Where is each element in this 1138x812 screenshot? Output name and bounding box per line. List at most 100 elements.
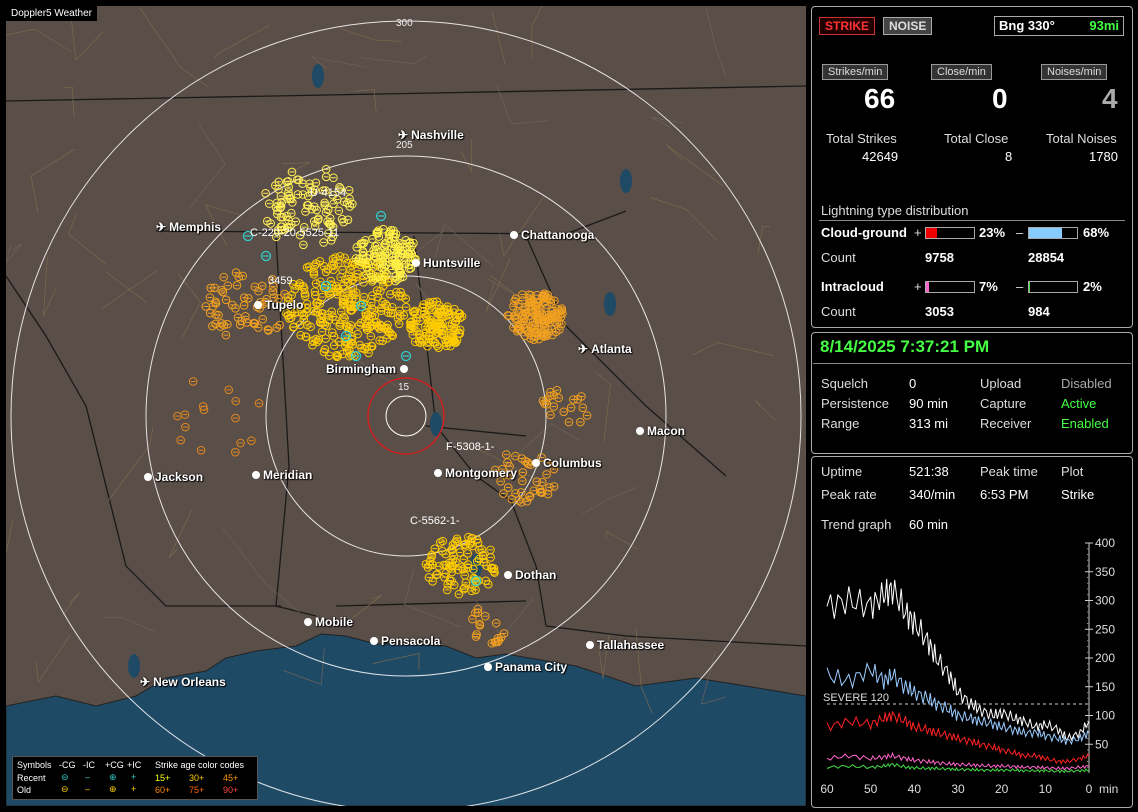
- strike-marker: [393, 274, 402, 284]
- strike-marker: [549, 390, 559, 400]
- strike-marker: [181, 422, 190, 432]
- strike-marker: [310, 185, 319, 194]
- datetime-display: 8/14/2025 7:37:21 PM: [820, 337, 990, 356]
- strike-marker: [205, 293, 215, 302]
- strike-marker: [425, 299, 435, 308]
- road-line: [485, 257, 511, 313]
- upload-value: Disabled: [1061, 376, 1112, 391]
- city-label: Nashville: [411, 128, 464, 142]
- city-label: Jackson: [155, 470, 204, 484]
- strike-marker: [401, 235, 411, 245]
- strike-marker: [499, 489, 508, 498]
- strike-button[interactable]: STRIKE: [819, 17, 876, 35]
- strike-marker: [399, 311, 409, 320]
- strike-marker: [468, 614, 477, 624]
- strike-marker: [512, 326, 522, 336]
- strike-marker: [188, 377, 198, 386]
- strike-marker: [314, 214, 323, 223]
- strike-marker: [336, 184, 345, 194]
- strike-marker: [430, 544, 440, 553]
- road-line: [581, 486, 639, 515]
- strike-marker: [247, 436, 256, 445]
- close-range-ring: [367, 377, 445, 455]
- strike-marker: [490, 465, 500, 475]
- road-line: [358, 54, 428, 65]
- plot-value[interactable]: Strike: [1061, 487, 1095, 502]
- squelch-label: Squelch: [821, 376, 868, 391]
- strike-marker: [280, 289, 289, 299]
- strike-marker: [371, 246, 381, 255]
- city-chattanooga: Chattanooga: [510, 228, 594, 242]
- upload-label: Upload: [980, 376, 1022, 391]
- strike-marker: [566, 403, 576, 412]
- city-new-orleans: ✈ New Orleans: [140, 675, 226, 689]
- strike-marker: [231, 396, 241, 406]
- strike-marker: [368, 291, 377, 300]
- strike-marker: [438, 546, 447, 556]
- ring-distance-label: 15: [398, 382, 410, 393]
- range-ring: [145, 155, 667, 677]
- legend-neg-ic-label: -IC: [83, 760, 95, 770]
- strike-marker: [258, 314, 268, 324]
- strike-marker: [540, 289, 549, 299]
- strike-marker: [205, 308, 215, 318]
- strike-marker: [364, 348, 373, 358]
- cg-label: Cloud-ground: [821, 225, 907, 240]
- strike-marker: [410, 337, 420, 347]
- strike-marker: [368, 234, 377, 244]
- strike-marker: [302, 320, 312, 330]
- strike-marker: [319, 347, 329, 357]
- strike-marker: [328, 222, 338, 232]
- total-noises-value: 1780: [1089, 149, 1118, 164]
- city-label: Montgomery: [445, 466, 517, 480]
- strike-marker: [275, 320, 284, 330]
- strike-marker: [558, 309, 567, 318]
- range-value: 313 mi: [909, 416, 949, 431]
- strike-marker: [489, 564, 499, 573]
- strike-marker: [388, 331, 398, 341]
- road-line: [651, 117, 684, 128]
- y-tick-label: 250: [1095, 622, 1115, 636]
- strike-marker: [447, 545, 456, 555]
- strike-marker: [339, 312, 348, 322]
- strike-marker: [254, 398, 264, 408]
- x-tick-label: 50: [864, 782, 878, 796]
- strike-marker: [448, 332, 457, 342]
- strike-marker: [271, 232, 281, 242]
- strike-map[interactable]: U-4154 C-220-20-5525-11 3459 F-5308-1- C-556…: [6, 6, 806, 806]
- strike-marker: [448, 561, 458, 571]
- recent-strike-marker: [375, 210, 387, 222]
- strike-marker: [308, 340, 317, 350]
- strike-marker: [337, 214, 347, 224]
- close-min-value: 0: [992, 83, 1008, 114]
- legend-recent-neg-cg-icon: ⊖: [61, 772, 69, 782]
- road-line: [104, 271, 147, 303]
- strike-marker: [319, 283, 329, 293]
- state-border: [413, 235, 547, 627]
- ic-pos-pct: 7%: [979, 279, 998, 294]
- strike-marker: [305, 262, 314, 272]
- noise-button[interactable]: NOISE: [883, 17, 933, 35]
- strike-marker: [310, 261, 320, 270]
- strike-marker: [395, 267, 405, 276]
- strike-marker: [381, 260, 390, 270]
- strike-marker: [288, 322, 298, 332]
- strike-marker: [276, 222, 286, 231]
- strike-marker: [374, 226, 383, 235]
- strike-marker: [402, 242, 412, 252]
- ring-distance-label: 205: [396, 140, 413, 151]
- strike-marker: [460, 583, 469, 593]
- strike-marker: [353, 269, 363, 279]
- strike-marker: [176, 435, 185, 445]
- city-columbus: Columbus: [532, 456, 602, 470]
- ic-pos-count: 3053: [925, 304, 954, 319]
- road-line: [43, 256, 57, 316]
- strike-marker: [353, 329, 362, 339]
- strike-marker: [329, 341, 339, 350]
- strikes-min-label: Strikes/min: [822, 64, 889, 80]
- ic-pos-bar: [925, 281, 975, 293]
- receiver-value: Enabled: [1061, 416, 1109, 431]
- strike-marker: [454, 589, 464, 599]
- strike-marker: [329, 173, 338, 183]
- state-border: [525, 235, 727, 477]
